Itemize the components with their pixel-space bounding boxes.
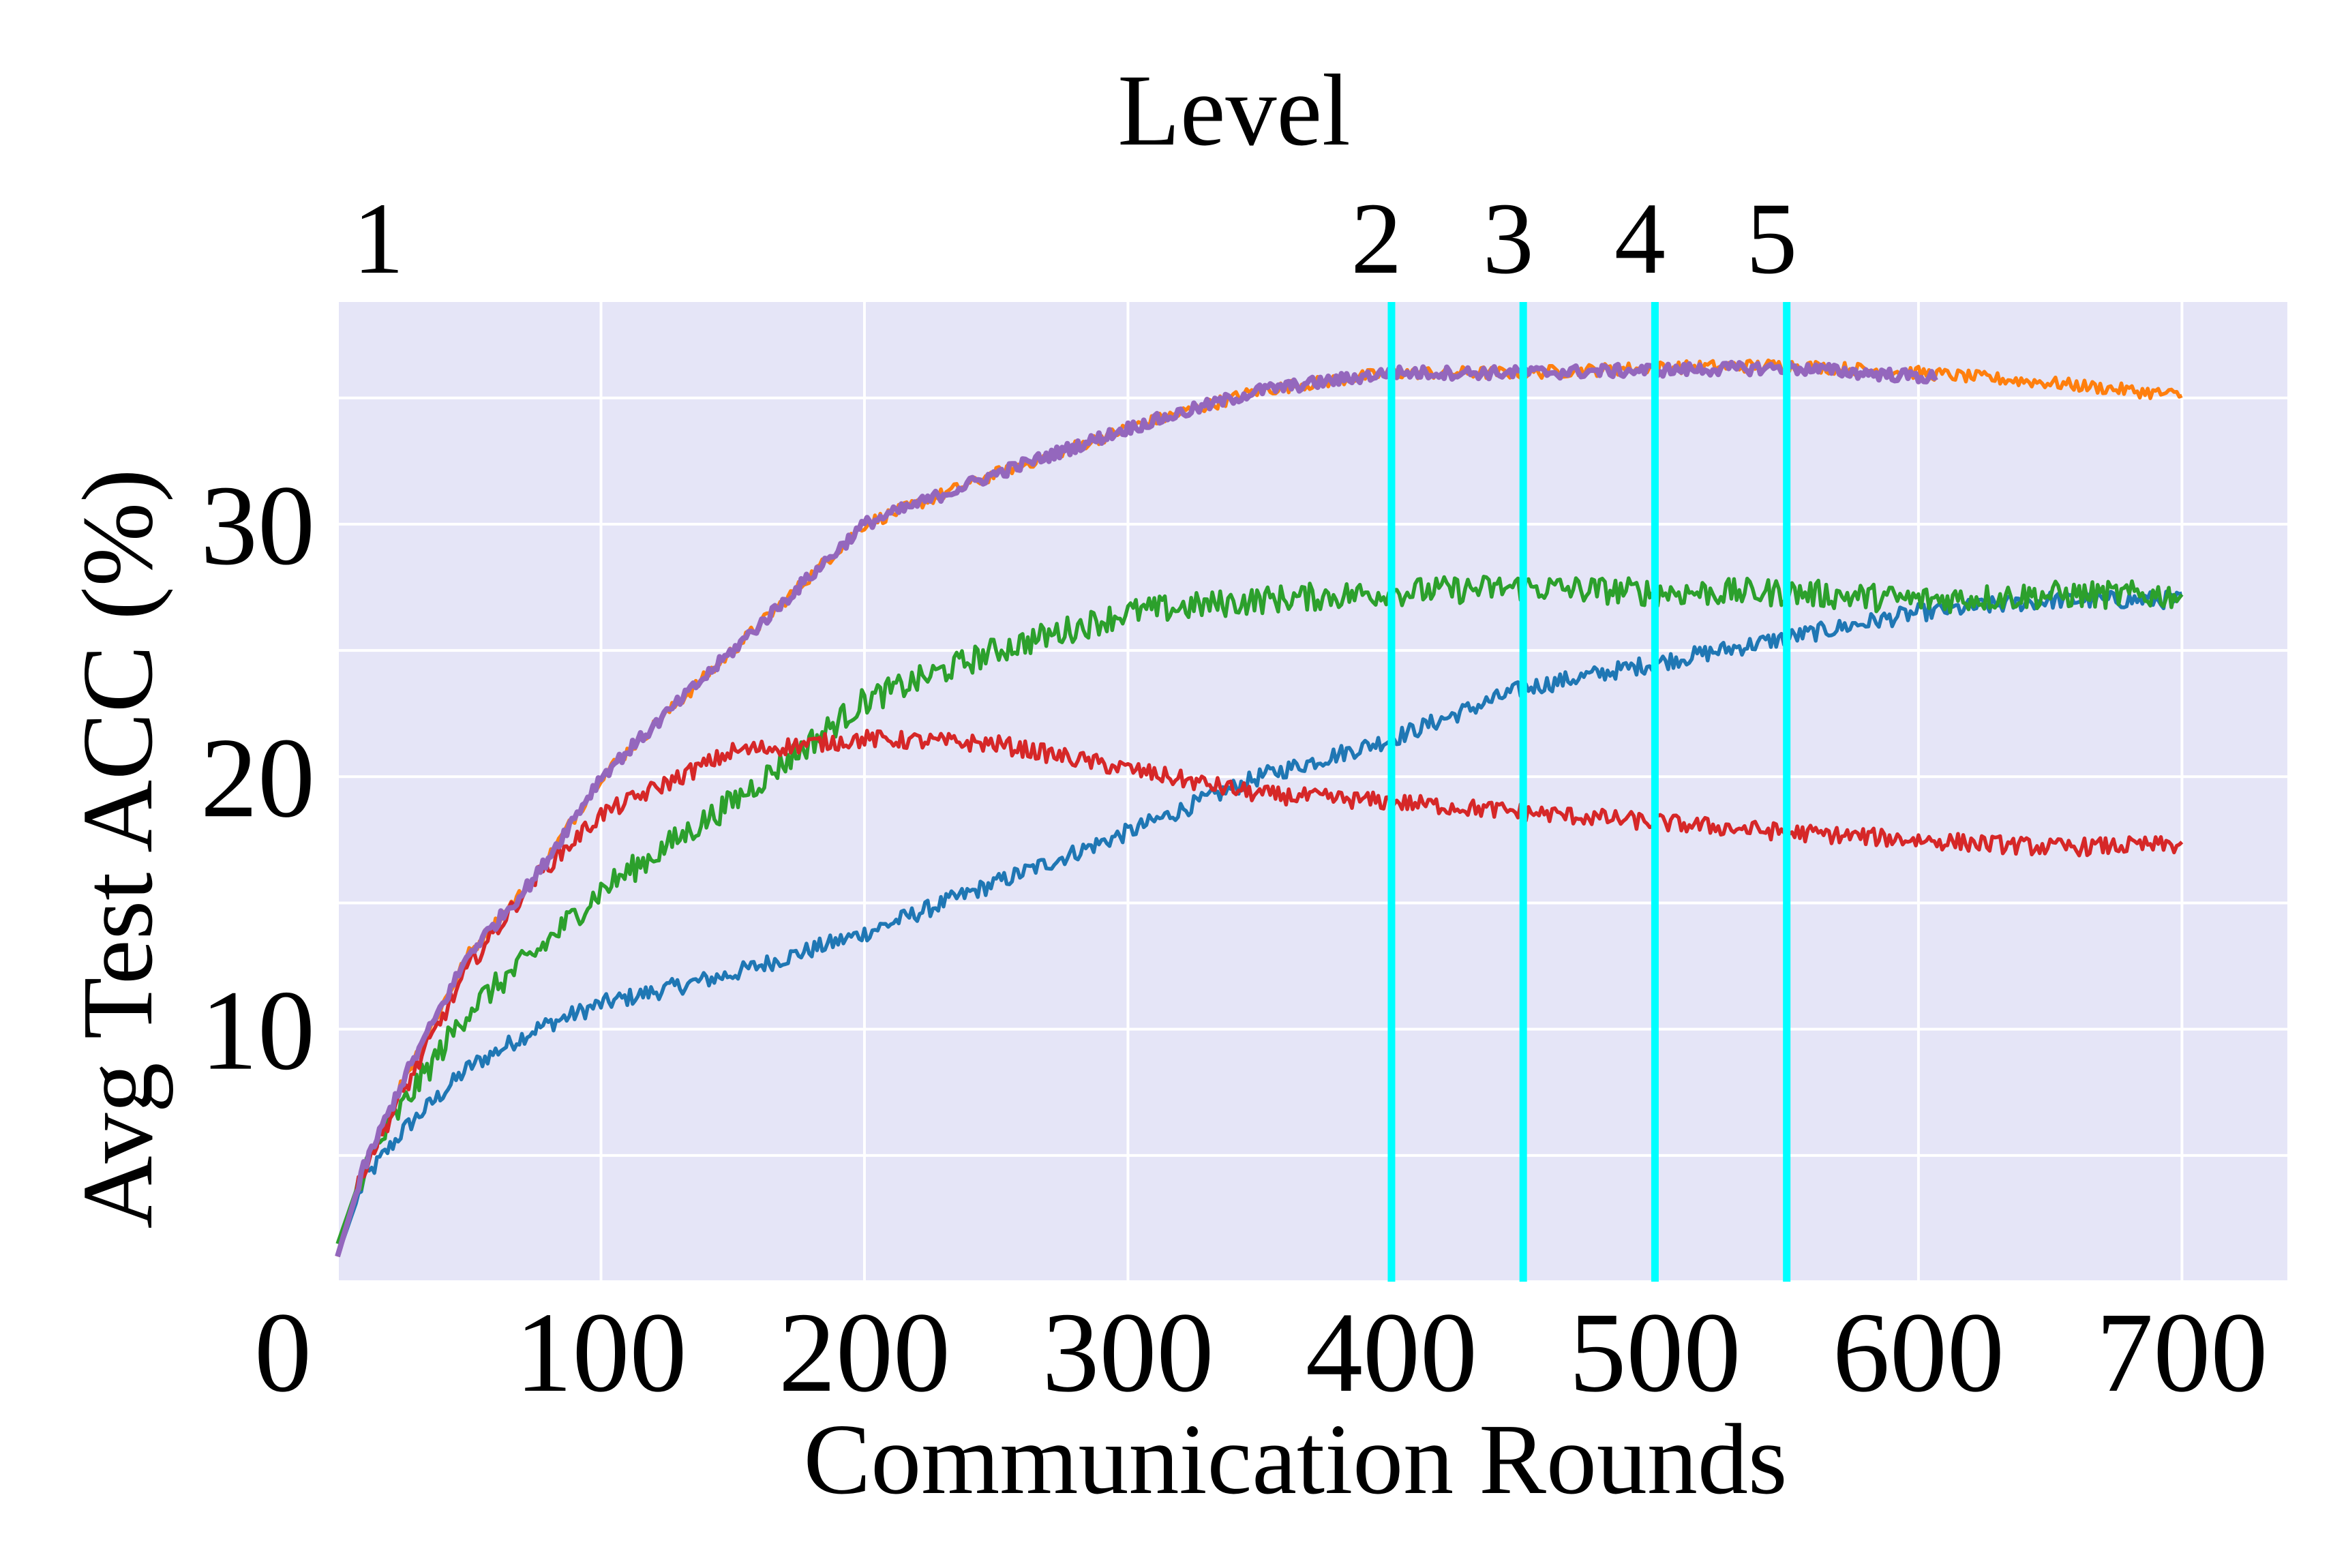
x-tick-label: 100 — [515, 1289, 687, 1416]
x-tick-label: 400 — [1306, 1289, 1477, 1416]
level-label: 5 — [1746, 182, 1797, 295]
y-tick-label: 30 — [200, 462, 315, 589]
level-label: 2 — [1351, 182, 1402, 295]
y-tick-labels: 10 20 30 — [200, 462, 315, 1094]
x-tick-label: 0 — [254, 1289, 312, 1416]
level-axis-title: Level — [1117, 54, 1350, 167]
x-axis-label: Communication Rounds — [804, 1404, 1788, 1516]
x-tick-labels: 0 100 200 300 400 500 600 700 — [254, 1289, 2268, 1416]
y-tick-label: 10 — [200, 967, 315, 1094]
y-tick-label: 20 — [200, 714, 315, 841]
level-label: 3 — [1483, 182, 1534, 295]
series-line-3 — [335, 575, 2184, 1245]
level-label: 4 — [1614, 182, 1666, 295]
grid — [336, 302, 2287, 1283]
x-tick-label: 500 — [1569, 1289, 1741, 1416]
x-tick-label: 600 — [1833, 1289, 2004, 1416]
series-layer — [335, 358, 2184, 1258]
y-axis-label: Avg Test ACC (%) — [62, 469, 174, 1229]
series-line-4 — [335, 729, 2184, 1257]
x-tick-label: 700 — [2096, 1289, 2268, 1416]
x-tick-label: 200 — [779, 1289, 950, 1416]
series-line-5 — [335, 359, 1938, 1258]
level-label: 1 — [353, 182, 404, 295]
x-tick-label: 300 — [1042, 1289, 1214, 1416]
series-line-1 — [335, 590, 2183, 1257]
